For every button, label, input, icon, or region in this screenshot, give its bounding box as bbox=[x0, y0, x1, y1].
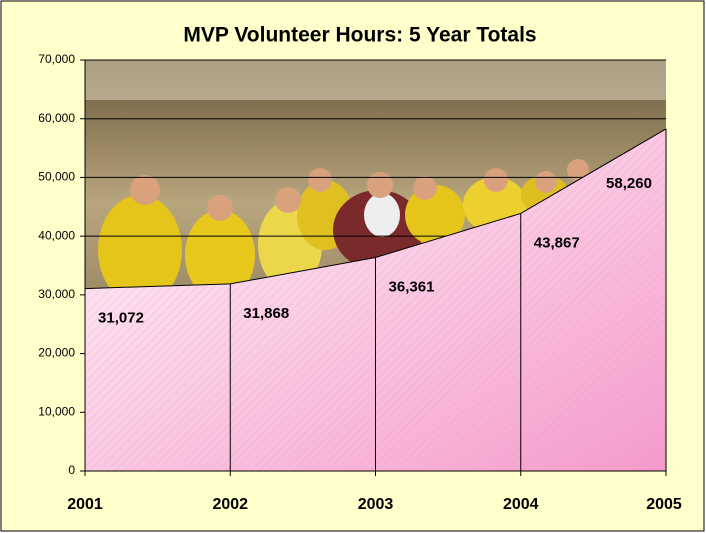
value-label: 31,072 bbox=[98, 310, 144, 327]
x-tick-label: 2001 bbox=[67, 496, 103, 513]
x-tick-label: 2003 bbox=[358, 496, 394, 513]
x-tick-label: 2004 bbox=[503, 496, 539, 513]
y-tick-label: 20,000 bbox=[38, 346, 75, 360]
x-tick-label: 2005 bbox=[646, 496, 682, 513]
chart: MVP Volunteer Hours: 5 Year Totals 0 10,0… bbox=[0, 0, 706, 533]
y-tick-label: 50,000 bbox=[38, 170, 75, 184]
page: MVP Volunteer Hours: 5 Year Totals 0 10,0… bbox=[0, 0, 706, 533]
value-label: 36,361 bbox=[389, 278, 435, 295]
y-tick-label: 10,000 bbox=[38, 404, 75, 418]
chart-title: MVP Volunteer Hours: 5 Year Totals bbox=[183, 24, 536, 47]
x-tick-label: 2002 bbox=[212, 496, 248, 513]
value-label: 31,868 bbox=[243, 305, 289, 322]
y-tick-label: 0 bbox=[68, 463, 75, 477]
y-tick-label: 70,000 bbox=[38, 52, 75, 66]
y-tick-label: 30,000 bbox=[38, 287, 75, 301]
value-label: 58,260 bbox=[606, 175, 652, 192]
y-tick-label: 60,000 bbox=[38, 111, 75, 125]
value-label: 43,867 bbox=[534, 234, 580, 251]
y-tick-label: 40,000 bbox=[38, 228, 75, 242]
